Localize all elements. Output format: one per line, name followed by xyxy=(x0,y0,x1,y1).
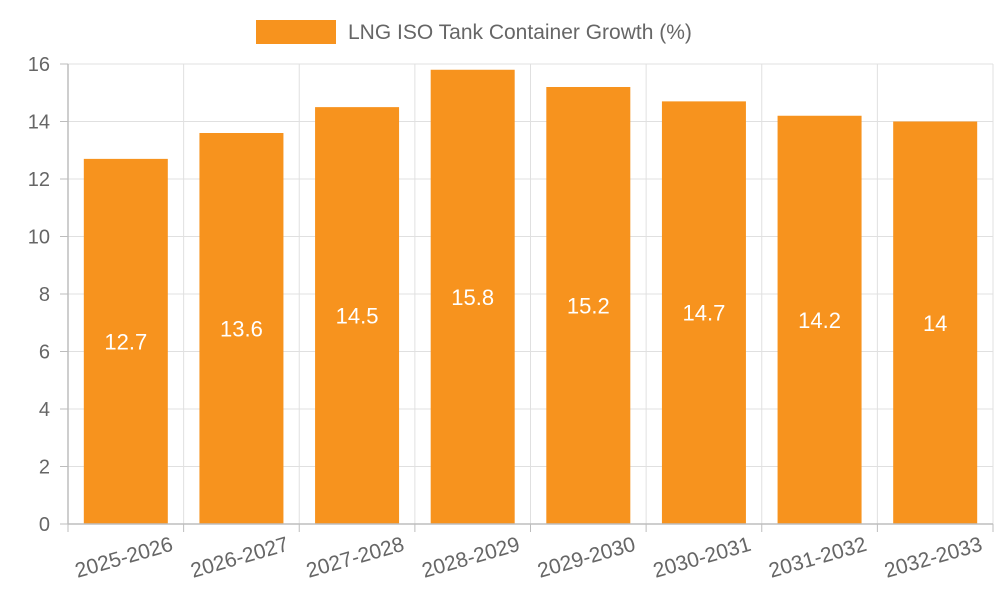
x-tick-label: 2026-2027 xyxy=(188,533,291,583)
y-tick-label: 2 xyxy=(39,457,50,479)
bar[interactable] xyxy=(83,158,168,524)
bar-data-label: 14.7 xyxy=(683,301,726,326)
x-tick-label: 2029-2030 xyxy=(535,533,638,583)
x-tick-label: 2027-2028 xyxy=(304,533,407,583)
bar-data-label: 14.5 xyxy=(336,304,379,329)
x-tick-label: 2025-2026 xyxy=(73,533,176,583)
legend[interactable]: LNG ISO Tank Container Growth (%) xyxy=(256,20,692,44)
y-tick-label: 6 xyxy=(39,342,50,364)
bar-data-label: 14.2 xyxy=(798,308,841,333)
x-tick-label: 2032-2033 xyxy=(882,533,985,583)
bar-data-label: 15.2 xyxy=(567,294,610,319)
bar[interactable] xyxy=(893,121,978,525)
legend-label: LNG ISO Tank Container Growth (%) xyxy=(348,21,692,44)
y-tick-label: 10 xyxy=(28,227,50,249)
y-tick-label: 16 xyxy=(28,54,50,76)
x-tick-label: 2031-2032 xyxy=(766,533,869,583)
bar[interactable] xyxy=(661,101,746,524)
bars xyxy=(83,69,978,525)
bar[interactable] xyxy=(430,69,515,524)
legend-swatch xyxy=(256,20,336,44)
bar[interactable] xyxy=(777,115,862,524)
bar-data-label: 15.8 xyxy=(451,285,494,310)
bar[interactable] xyxy=(546,87,631,524)
y-tick-label: 8 xyxy=(39,284,50,306)
bar[interactable] xyxy=(315,107,400,524)
bar-data-label: 13.6 xyxy=(220,317,263,342)
x-tick-label: 2028-2029 xyxy=(419,533,522,583)
bar[interactable] xyxy=(199,133,284,524)
y-tick-label: 12 xyxy=(28,169,50,191)
y-tick-label: 14 xyxy=(28,112,50,134)
data-labels: 12.7 13.6 14.5 15.8 15.2 14.7 14.2 14 xyxy=(104,285,947,355)
y-tick-label: 4 xyxy=(39,399,50,421)
bar-data-label: 14 xyxy=(923,311,947,336)
bar-data-label: 12.7 xyxy=(104,329,147,354)
y-tick-label: 0 xyxy=(39,514,50,536)
x-tick-label: 2030-2031 xyxy=(651,533,754,583)
